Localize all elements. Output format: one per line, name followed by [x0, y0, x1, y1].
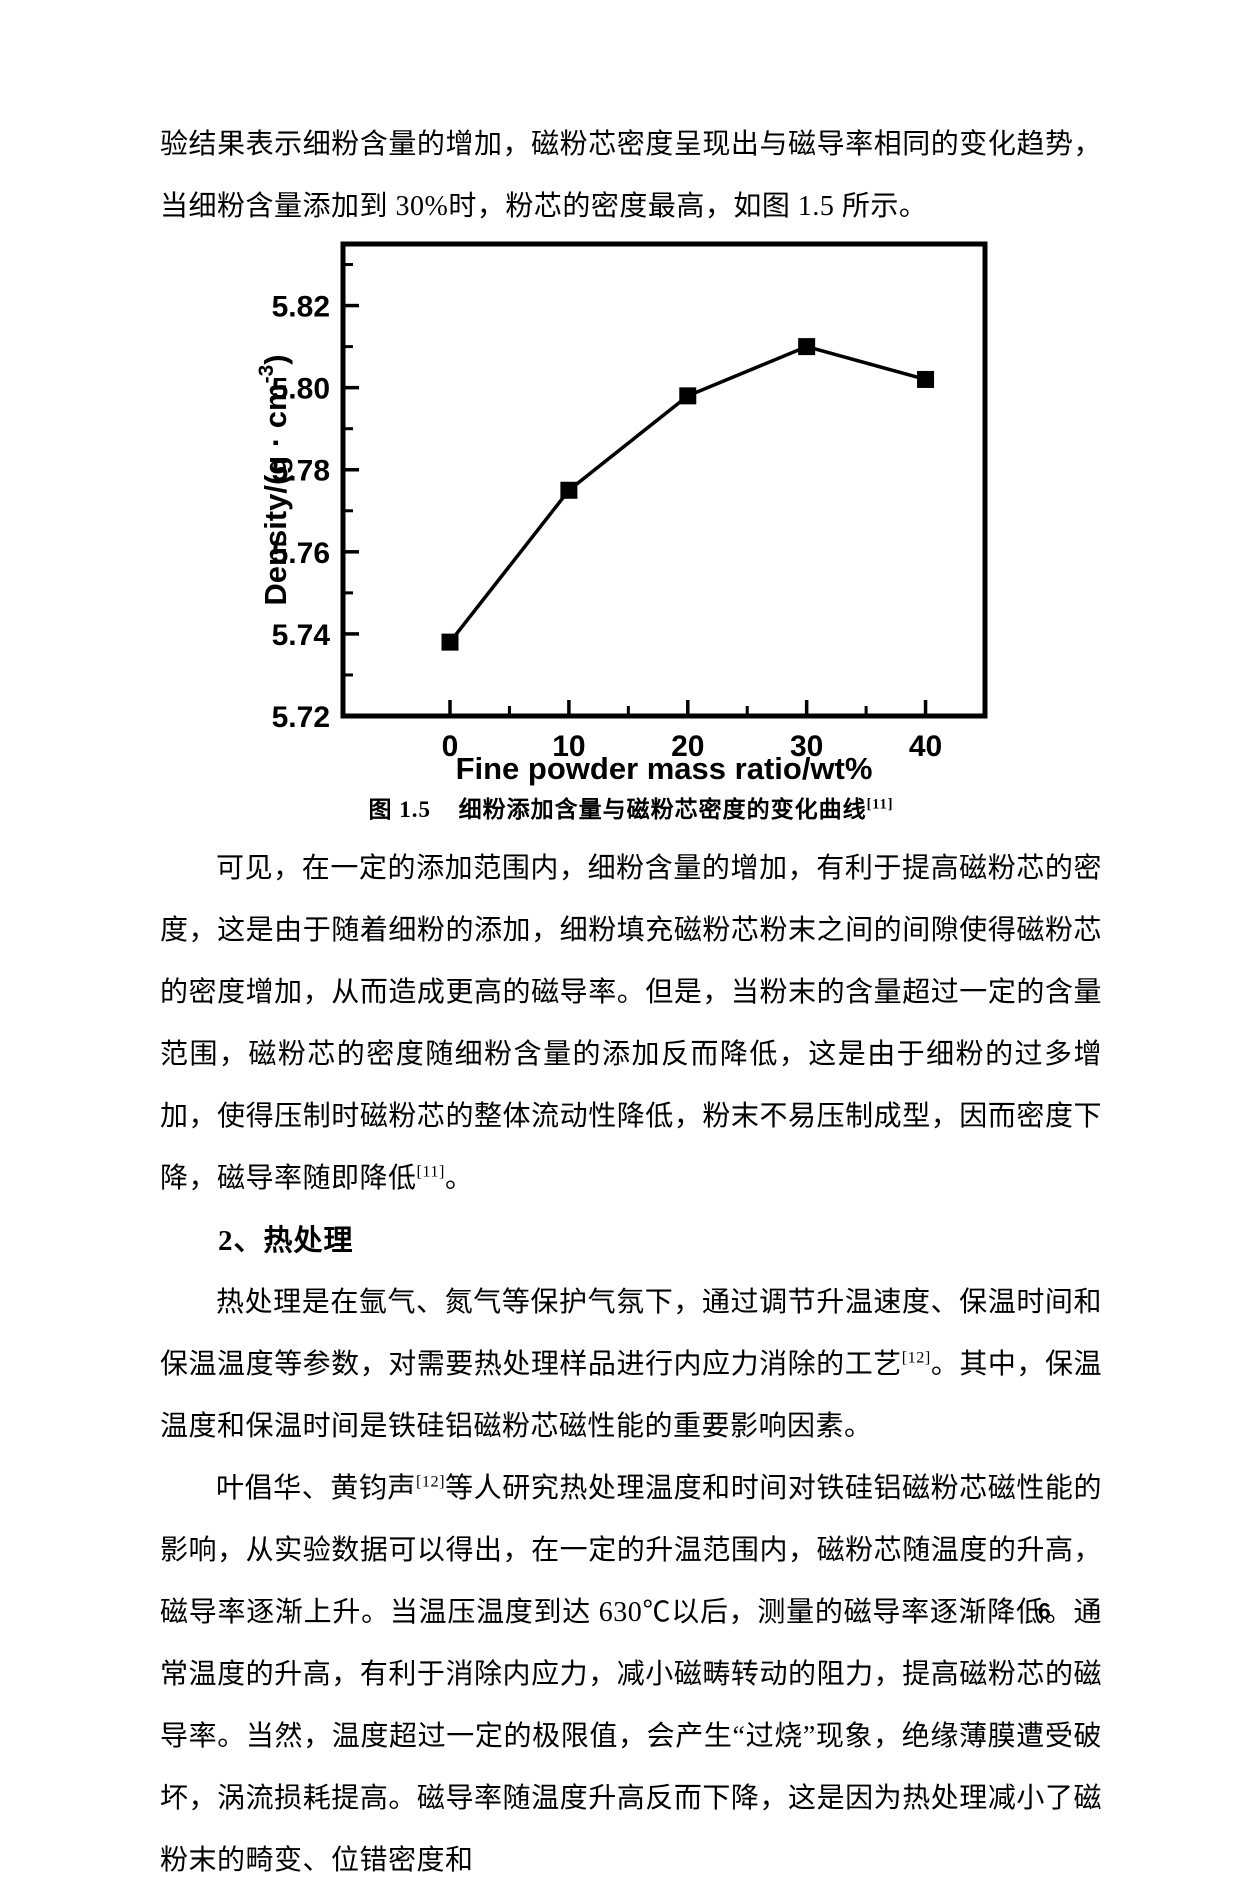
page-number: 6 — [1038, 1598, 1051, 1624]
y-tick-label: 5.80 — [272, 373, 330, 406]
figure-caption: 图 1.5 细粉添加含量与磁粉芯密度的变化曲线[11] — [160, 790, 1102, 824]
citation-12b: [12] — [415, 1472, 445, 1491]
x-tick-label: 20 — [671, 730, 704, 763]
data-point-marker — [441, 633, 459, 651]
x-tick-label: 10 — [552, 730, 585, 763]
section-heading-heat-treatment: 2、热处理 — [218, 1225, 354, 1257]
y-tick-label: 5.76 — [272, 537, 330, 570]
paragraph-4: 叶倡华、黄钧声[12]等人研究热处理温度和时间对铁硅铝磁粉芯磁性能的影响，从实验… — [160, 1458, 1102, 1892]
x-tick-label: 0 — [442, 730, 459, 763]
paragraph-4-text-end: 等人研究热处理温度和时间对铁硅铝磁粉芯磁性能的影响，从实验数据可以得出，在一定的… — [160, 1473, 1102, 1876]
figure-caption-text: 细粉添加含量与磁粉芯密度的变化曲线 — [458, 797, 867, 822]
paragraph-2-text-end: 。 — [444, 1163, 474, 1194]
plot-frame — [340, 241, 988, 719]
figure-1-5: 0 10 20 30 40 5.72 5.74 5.76 5.78 5.80 5.82 Fine po… — [248, 238, 988, 786]
paragraph-1-text: 验结果表示细粉含量的增加，磁粉芯密度呈现出与磁导率相同的变化趋势，当细粉含量添加… — [160, 129, 1102, 222]
citation-12a: [12] — [901, 1348, 931, 1367]
paragraph-3: 热处理是在氩气、氮气等保护气氛下，通过调节升温速度、保温时间和保温温度等参数，对… — [160, 1272, 1102, 1458]
paragraph-2-text: 可见，在一定的添加范围内，细粉含量的增加，有利于提高磁粉芯的密度，这是由于随着细… — [160, 853, 1102, 1194]
x-tick-label: 30 — [790, 730, 823, 763]
paragraph-3-text: 热处理是在氩气、氮气等保护气氛下，通过调节升温速度、保温时间和保温温度等参数，对… — [160, 1287, 1102, 1380]
paragraph-1: 验结果表示细粉含量的增加，磁粉芯密度呈现出与磁导率相同的变化趋势，当细粉含量添加… — [160, 114, 1102, 238]
data-point-marker — [917, 370, 935, 388]
y-tick-label: 5.78 — [272, 455, 330, 488]
density-line-chart: 0 10 20 30 40 5.72 5.74 5.76 5.78 5.80 5.82 Fine po… — [255, 241, 988, 786]
data-point-marker — [798, 338, 816, 356]
x-tick-label: 40 — [909, 730, 942, 763]
figure-caption-ref: [11] — [866, 796, 894, 813]
citation-11: [11] — [416, 1162, 445, 1181]
y-tick-label: 5.74 — [272, 619, 331, 652]
y-tick-label: 5.82 — [272, 291, 330, 324]
data-point-marker — [679, 387, 697, 405]
data-point-marker — [560, 481, 578, 499]
paragraph-2: 可见，在一定的添加范围内，细粉含量的增加，有利于提高磁粉芯的密度，这是由于随着细… — [160, 838, 1102, 1210]
x-axis-title: Fine powder mass ratio/wt% — [456, 751, 873, 786]
figure-caption-label: 图 1.5 — [368, 797, 431, 822]
paragraph-4-text: 叶倡华、黄钧声 — [216, 1473, 416, 1504]
y-tick-label: 5.72 — [272, 701, 330, 734]
paragraph-3-text-end: 。其中，保温温度和保温时间是铁硅铝磁粉芯磁性能的重要影响因素。 — [160, 1349, 1102, 1442]
y-axis-title: Density/(g · cm-3) — [255, 354, 293, 605]
